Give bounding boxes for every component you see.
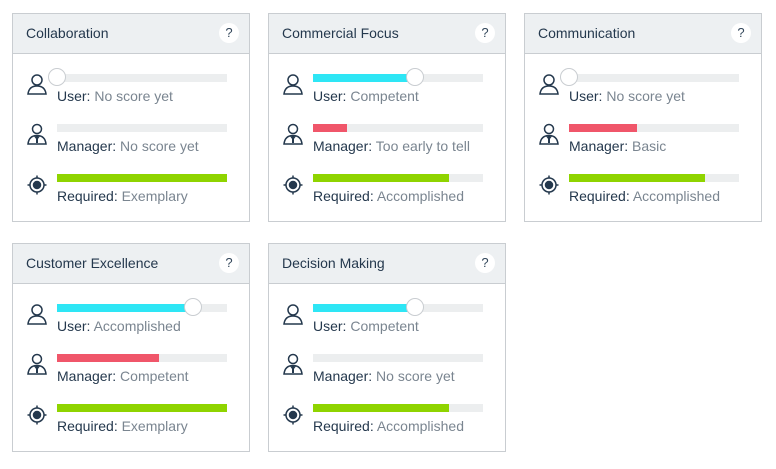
user-score-label: User: Competent: [313, 318, 419, 334]
target-icon: [283, 175, 303, 195]
competency-card: Decision Making ? User: Competent Manage…: [268, 243, 506, 452]
help-button[interactable]: ?: [475, 253, 495, 273]
required-score-label: Required: Accomplished: [313, 188, 464, 204]
user-score-label: User: Competent: [313, 88, 419, 104]
card-title: Commercial Focus: [282, 25, 399, 41]
user-score-row: User: Accomplished: [13, 294, 249, 334]
manager-icon: [283, 353, 303, 375]
help-button[interactable]: ?: [475, 23, 495, 43]
manager-icon: [283, 123, 303, 145]
required-score-fill: [57, 174, 227, 182]
manager-score-bar: [313, 124, 483, 132]
manager-icon: [27, 123, 47, 145]
required-score-label: Required: Exemplary: [57, 418, 188, 434]
card-title: Communication: [538, 25, 636, 41]
competency-card: Commercial Focus ? User: Competent Manag…: [268, 13, 506, 222]
help-button[interactable]: ?: [219, 23, 239, 43]
user-score-slider[interactable]: [313, 298, 483, 316]
manager-score-bar: [569, 124, 739, 132]
user-icon: [539, 74, 559, 95]
manager-score-label: Manager: No score yet: [57, 138, 199, 154]
manager-score-bar: [313, 354, 483, 362]
user-score-label: User: Accomplished: [57, 318, 181, 334]
required-score-fill: [313, 404, 449, 412]
required-score-bar: [313, 404, 483, 412]
required-score-fill: [313, 174, 449, 182]
required-score-fill: [57, 404, 227, 412]
user-icon: [27, 74, 47, 95]
manager-score-label: Manager: No score yet: [313, 368, 455, 384]
required-score-row: Required: Accomplished: [269, 164, 505, 204]
help-button[interactable]: ?: [731, 23, 751, 43]
user-score-row: User: Competent: [269, 294, 505, 334]
manager-score-row: Manager: Basic: [525, 114, 761, 154]
competency-card: Customer Excellence ? User: Accomplished…: [12, 243, 250, 452]
help-button[interactable]: ?: [219, 253, 239, 273]
competency-card: Collaboration ? User: No score yet Manag…: [12, 13, 250, 222]
required-score-fill: [569, 174, 705, 182]
user-score-fill: [57, 304, 193, 312]
required-score-label: Required: Exemplary: [57, 188, 188, 204]
card-header: Customer Excellence ?: [13, 244, 249, 284]
user-score-slider[interactable]: [57, 298, 227, 316]
slider-handle[interactable]: [48, 68, 66, 86]
slider-handle[interactable]: [560, 68, 578, 86]
manager-score-fill: [569, 124, 637, 132]
manager-score-row: Manager: No score yet: [269, 344, 505, 384]
manager-score-row: Manager: No score yet: [13, 114, 249, 154]
required-score-row: Required: Exemplary: [13, 164, 249, 204]
slider-handle[interactable]: [184, 298, 202, 316]
required-score-bar: [569, 174, 739, 182]
card-title: Collaboration: [26, 25, 109, 41]
target-icon: [283, 405, 303, 425]
user-icon: [283, 74, 303, 95]
required-score-row: Required: Accomplished: [269, 394, 505, 434]
user-score-slider[interactable]: [313, 68, 483, 86]
card-header: Collaboration ?: [13, 14, 249, 54]
required-score-bar: [313, 174, 483, 182]
competency-card: Communication ? User: No score yet Manag…: [524, 13, 762, 222]
manager-score-label: Manager: Too early to tell: [313, 138, 470, 154]
user-score-slider[interactable]: [560, 68, 739, 86]
manager-score-label: Manager: Competent: [57, 368, 189, 384]
manager-score-bar: [57, 354, 227, 362]
card-title: Decision Making: [282, 255, 385, 271]
manager-score-fill: [57, 354, 159, 362]
target-icon: [539, 175, 559, 195]
user-score-fill: [313, 304, 415, 312]
required-score-bar: [57, 404, 227, 412]
slider-handle[interactable]: [406, 68, 424, 86]
user-score-row: User: Competent: [269, 64, 505, 104]
required-score-row: Required: Accomplished: [525, 164, 761, 204]
manager-score-bar: [57, 124, 227, 132]
manager-score-row: Manager: Too early to tell: [269, 114, 505, 154]
card-header: Commercial Focus ?: [269, 14, 505, 54]
slider-handle[interactable]: [406, 298, 424, 316]
user-score-label: User: No score yet: [569, 88, 685, 104]
required-score-bar: [57, 174, 227, 182]
card-title: Customer Excellence: [26, 255, 159, 271]
card-header: Decision Making ?: [269, 244, 505, 284]
target-icon: [27, 175, 47, 195]
user-score-fill: [313, 74, 415, 82]
manager-score-row: Manager: Competent: [13, 344, 249, 384]
manager-icon: [27, 353, 47, 375]
user-score-slider[interactable]: [48, 68, 227, 86]
required-score-label: Required: Accomplished: [313, 418, 464, 434]
required-score-label: Required: Accomplished: [569, 188, 720, 204]
user-score-row: User: No score yet: [525, 64, 761, 104]
user-score-row: User: No score yet: [13, 64, 249, 104]
manager-score-fill: [313, 124, 347, 132]
user-icon: [27, 304, 47, 325]
target-icon: [27, 405, 47, 425]
manager-icon: [539, 123, 559, 145]
manager-score-label: Manager: Basic: [569, 138, 667, 154]
user-icon: [283, 304, 303, 325]
card-header: Communication ?: [525, 14, 761, 54]
user-score-label: User: No score yet: [57, 88, 173, 104]
required-score-row: Required: Exemplary: [13, 394, 249, 434]
